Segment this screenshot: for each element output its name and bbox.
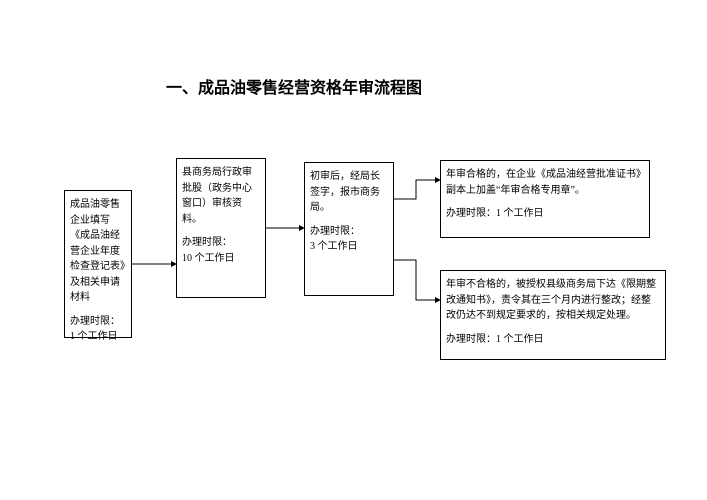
node-body: 年审合格的，在企业《成品油经营批准证书》副本上加盖“年审合格专用章”。 [446,167,644,198]
flow-node-n3: 初审后，经局长签字，报市商务局。办理时限： 3 个工作日 [304,162,394,296]
node-deadline: 办理时限：1 个工作日 [446,206,644,222]
flow-edge-n3-n4 [394,180,440,199]
node-deadline: 办理时限：1 个工作日 [446,332,660,348]
node-deadline: 办理时限： 3 个工作日 [310,224,388,255]
flow-edge-n3-n5 [394,260,440,300]
flow-node-n4: 年审合格的，在企业《成品油经营批准证书》副本上加盖“年审合格专用章”。办理时限：… [440,160,650,238]
flow-node-n1: 成品油零售企业填写《成品油经营企业年度检查登记表》及相关申请材料办理时限： 1 … [64,190,132,338]
node-deadline: 办理时限： 1 个工作日 [70,314,126,345]
node-body: 初审后，经局长签字，报市商务局。 [310,169,388,216]
node-deadline: 办理时限： 10 个工作日 [182,235,260,266]
flow-node-n2: 县商务局行政审批股（政务中心窗口）审核资料。办理时限： 10 个工作日 [176,158,266,298]
flow-node-n5: 年审不合格的，被授权县级商务局下达《限期整改通知书》，责令其在三个月内进行整改；… [440,270,666,360]
page-title: 一、成品油零售经营资格年审流程图 [166,74,422,98]
node-body: 成品油零售企业填写《成品油经营企业年度检查登记表》及相关申请材料 [70,197,126,306]
node-body: 年审不合格的，被授权县级商务局下达《限期整改通知书》，责令其在三个月内进行整改；… [446,277,660,324]
node-body: 县商务局行政审批股（政务中心窗口）审核资料。 [182,165,260,227]
